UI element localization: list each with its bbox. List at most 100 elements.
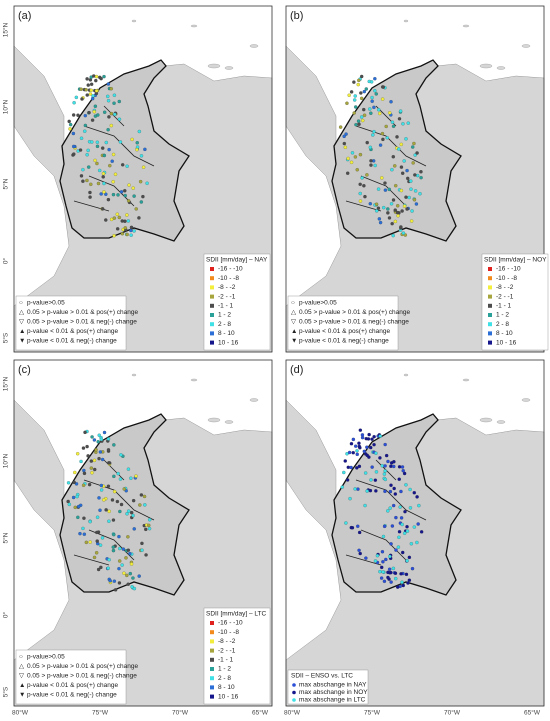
station-marker: [102, 153, 107, 158]
station-marker: [89, 182, 93, 187]
station-marker: [84, 540, 89, 545]
station-marker: [89, 466, 94, 470]
station-marker: [101, 146, 105, 150]
station-marker: [144, 527, 148, 532]
lat-label: 5°N: [2, 532, 10, 543]
station-marker: [380, 176, 384, 180]
station-marker: [100, 536, 105, 540]
station-marker: [342, 134, 346, 139]
station-marker: [134, 207, 138, 211]
legend-swatch: [210, 267, 214, 271]
station-marker: [415, 151, 419, 155]
station-marker: [97, 496, 101, 500]
station-marker: [90, 435, 94, 439]
legend-symbol: ▽: [19, 673, 25, 680]
station-marker: [378, 456, 382, 460]
legend-swatch: [210, 676, 214, 681]
station-marker: [402, 204, 407, 208]
station-marker: [382, 579, 387, 584]
station-marker: [389, 100, 393, 104]
station-marker: [119, 190, 124, 194]
station-marker: [390, 221, 394, 226]
legend-box: [287, 669, 369, 705]
island: [224, 66, 234, 70]
station-marker: [113, 112, 117, 117]
legend-swatch: [210, 276, 214, 281]
legend-label: 0.05 > p-value > 0.01 & pos(+) change: [27, 309, 139, 316]
station-marker: [400, 465, 405, 469]
legend-swatch: [292, 683, 296, 687]
station-marker: [372, 435, 376, 439]
station-marker: [347, 450, 352, 455]
station-marker: [135, 147, 139, 152]
station-marker: [76, 113, 80, 117]
legend-box: [15, 649, 127, 705]
station-marker: [138, 503, 142, 507]
station-marker: [100, 207, 105, 211]
station-marker: [126, 582, 130, 586]
station-marker: [74, 482, 79, 486]
station-marker: [106, 484, 111, 488]
legend-box: [15, 295, 127, 351]
panel-label: (c): [18, 364, 31, 376]
station-marker: [346, 465, 350, 470]
station-marker: [66, 481, 71, 485]
station-marker: [79, 459, 83, 464]
station-marker: [405, 529, 410, 533]
station-marker: [111, 545, 115, 549]
station-marker: [106, 99, 111, 103]
station-marker: [389, 483, 393, 487]
station-marker: [386, 207, 390, 211]
station-marker: [87, 165, 91, 169]
legend-label: -1 - 1: [218, 657, 234, 664]
station-marker: [75, 452, 80, 456]
legend-symbol: ○: [19, 300, 23, 307]
legend-swatch: [488, 267, 492, 271]
station-marker: [358, 152, 363, 157]
station-marker: [120, 231, 125, 236]
station-marker: [363, 503, 367, 508]
station-marker: [89, 88, 93, 92]
legend-label: 1 - 2: [496, 312, 509, 319]
legend-swatch: [488, 285, 492, 290]
station-marker: [381, 137, 385, 142]
legend-label: 2 - 8: [218, 321, 231, 328]
lon-label: 70°W: [444, 709, 461, 717]
legend-symbol: ▼: [19, 692, 25, 699]
station-marker: [389, 461, 394, 465]
station-marker: [362, 449, 367, 454]
station-marker: [398, 505, 402, 509]
legend-swatch: [488, 331, 492, 336]
station-marker: [407, 555, 412, 560]
station-marker: [74, 95, 79, 100]
station-marker: [403, 509, 407, 514]
station-marker: [99, 488, 104, 492]
station-marker: [124, 556, 128, 560]
station-marker: [368, 145, 373, 150]
station-marker: [82, 471, 87, 476]
station-marker: [372, 442, 376, 447]
station-marker: [107, 519, 111, 523]
station-marker: [408, 506, 413, 510]
station-marker: [371, 133, 375, 137]
station-marker: [77, 504, 81, 509]
legend-swatch: [488, 340, 492, 345]
lon-label: 75°W: [92, 709, 109, 717]
legend-symbol: ▽: [19, 319, 25, 326]
lon-label: 70°W: [172, 709, 189, 717]
station-marker: [96, 567, 101, 572]
station-marker: [360, 74, 364, 79]
legend-swatch: [488, 294, 492, 299]
class-legend: SDII [mm/day] – NAY -16 - -10 -10 - -8 -8 -…: [203, 253, 271, 351]
station-marker: [72, 152, 76, 156]
station-marker: [389, 542, 393, 546]
lon-label: 80°W: [284, 709, 301, 717]
station-marker: [83, 123, 88, 128]
station-marker: [387, 216, 392, 220]
station-marker: [140, 541, 144, 546]
legend-label: -10 - -8: [218, 275, 239, 282]
station-marker: [369, 80, 374, 84]
station-marker: [351, 450, 355, 455]
station-marker: [373, 77, 377, 81]
station-marker: [393, 571, 398, 575]
